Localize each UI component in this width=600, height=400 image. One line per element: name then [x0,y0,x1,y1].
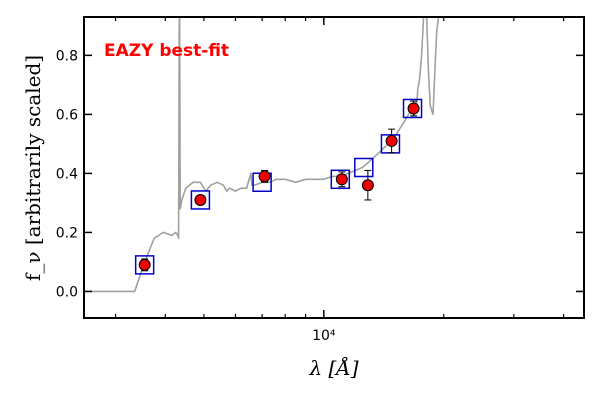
model-square-3 [330,169,351,190]
plot-frame [83,16,585,319]
y-axis-label: f_ν [arbitrarily scaled] [21,55,45,281]
model-square-0 [134,255,155,275]
y-tick-label-4: 0.8 [56,48,78,64]
model-square-1 [190,190,211,210]
model-square-4 [354,157,374,178]
observed-point-0 [138,258,151,271]
x-axis-label: λ [Å] [308,355,358,380]
observed-point-3 [335,173,348,186]
observed-point-1 [194,193,207,206]
x-tick-label-0: 10⁴ [312,328,336,344]
ticks-layer: 0.0 0.2 0.4 0.6 0.8 10⁴ [56,17,584,344]
observed-point-4 [361,179,374,192]
observed-point-6 [407,102,420,115]
y-tick-label-0: 0.0 [56,284,78,300]
points-layer [134,98,423,275]
observed-point-5 [385,134,398,147]
annotation-label: EAZY best-fit [104,41,229,61]
y-tick-label-3: 0.6 [56,107,78,123]
observed-point-2 [258,170,271,183]
y-tick-label-2: 0.4 [56,166,78,182]
model-square-6 [402,98,423,119]
y-tick-label-1: 0.2 [56,225,78,241]
